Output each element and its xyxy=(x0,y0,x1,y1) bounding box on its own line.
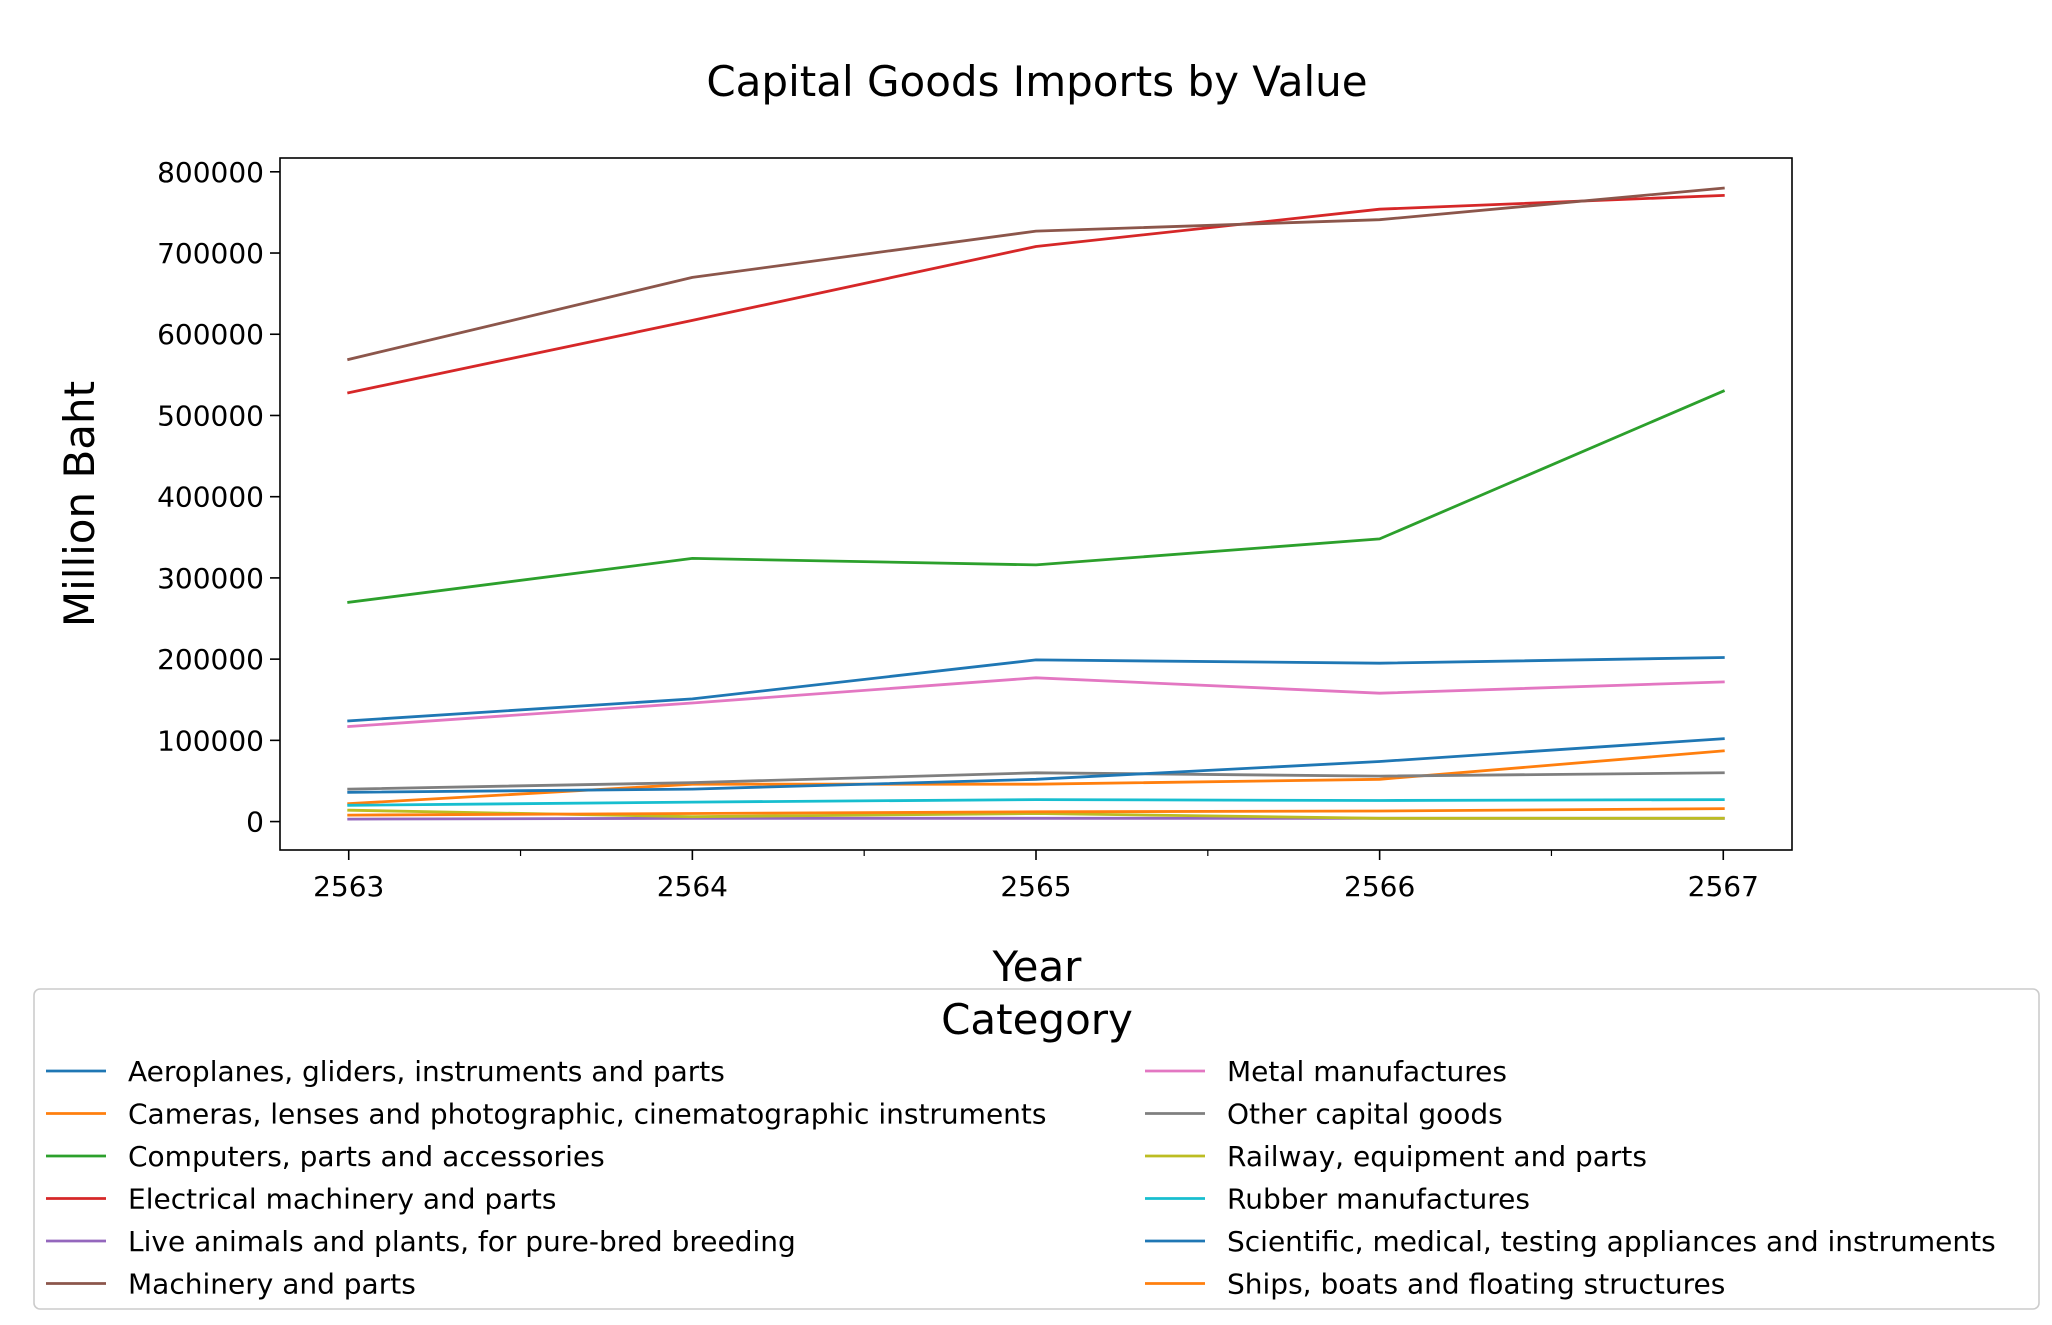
x-tick-label: 2563 xyxy=(313,870,384,903)
y-tick-label: 0 xyxy=(246,806,264,839)
y-tick-label: 700000 xyxy=(157,237,264,270)
series-line xyxy=(347,807,1725,817)
series-line xyxy=(347,656,1725,723)
plot-area xyxy=(279,157,1793,851)
x-tick-label: 2565 xyxy=(1000,870,1071,903)
chart-title: Capital Goods Imports by Value xyxy=(706,57,1367,106)
series-line xyxy=(347,676,1725,728)
series-line xyxy=(347,389,1726,604)
y-tick-label: 200000 xyxy=(157,643,264,676)
legend-entry-label: Machinery and parts xyxy=(128,1268,416,1301)
legend-entry-label: Scientific, medical, testing appliances … xyxy=(1227,1225,1996,1258)
legend-entry-label: Cameras, lenses and photographic, cinema… xyxy=(128,1098,1047,1131)
series-line xyxy=(347,798,1725,807)
y-tick-label: 600000 xyxy=(157,318,264,351)
series-lines xyxy=(347,186,1726,821)
legend-entry-label: Electrical machinery and parts xyxy=(128,1183,557,1216)
x-tick-label: 2567 xyxy=(1688,870,1759,903)
legend-entry-label: Aeroplanes, gliders, instruments and par… xyxy=(128,1055,725,1088)
legend-entry-label: Railway, equipment and parts xyxy=(1227,1140,1647,1173)
legend-entry-label: Ships, boats and floating structures xyxy=(1227,1268,1725,1301)
legend-entries: Aeroplanes, gliders, instruments and par… xyxy=(46,1055,1996,1301)
y-tick-label: 400000 xyxy=(157,481,264,514)
series-line xyxy=(347,771,1725,791)
x-axis-label: Year xyxy=(992,942,1083,991)
x-tick-label: 2564 xyxy=(657,870,728,903)
legend-title: Category xyxy=(941,995,1133,1044)
legend-entry-label: Other capital goods xyxy=(1227,1098,1503,1131)
y-tick-label: 100000 xyxy=(157,724,264,757)
legend-frame xyxy=(33,988,2040,1310)
y-tick-label: 500000 xyxy=(157,399,264,432)
legend-entry-label: Rubber manufactures xyxy=(1227,1183,1530,1216)
x-axis: 2563 2564 2565 2566 2567 xyxy=(313,850,1759,903)
legend-entry-label: Metal manufactures xyxy=(1227,1055,1507,1088)
y-tick-label: 800000 xyxy=(157,156,264,189)
legend: Category Aeroplanes, gliders, instrument… xyxy=(33,988,2040,1310)
y-axis-label: Million Baht xyxy=(55,381,104,627)
y-tick-label: 300000 xyxy=(157,562,264,595)
y-axis: 0 100000 200000 300000 400000 500000 600000 700… xyxy=(157,156,280,839)
series-line xyxy=(347,737,1725,794)
series-line xyxy=(347,193,1725,395)
legend-entry-label: Live animals and plants, for pure-bred b… xyxy=(128,1225,796,1258)
legend-entry-label: Computers, parts and accessories xyxy=(128,1140,605,1173)
series-line xyxy=(347,186,1725,362)
series-line xyxy=(347,749,1725,806)
plot-frame xyxy=(279,157,1793,851)
x-tick-label: 2566 xyxy=(1344,870,1415,903)
